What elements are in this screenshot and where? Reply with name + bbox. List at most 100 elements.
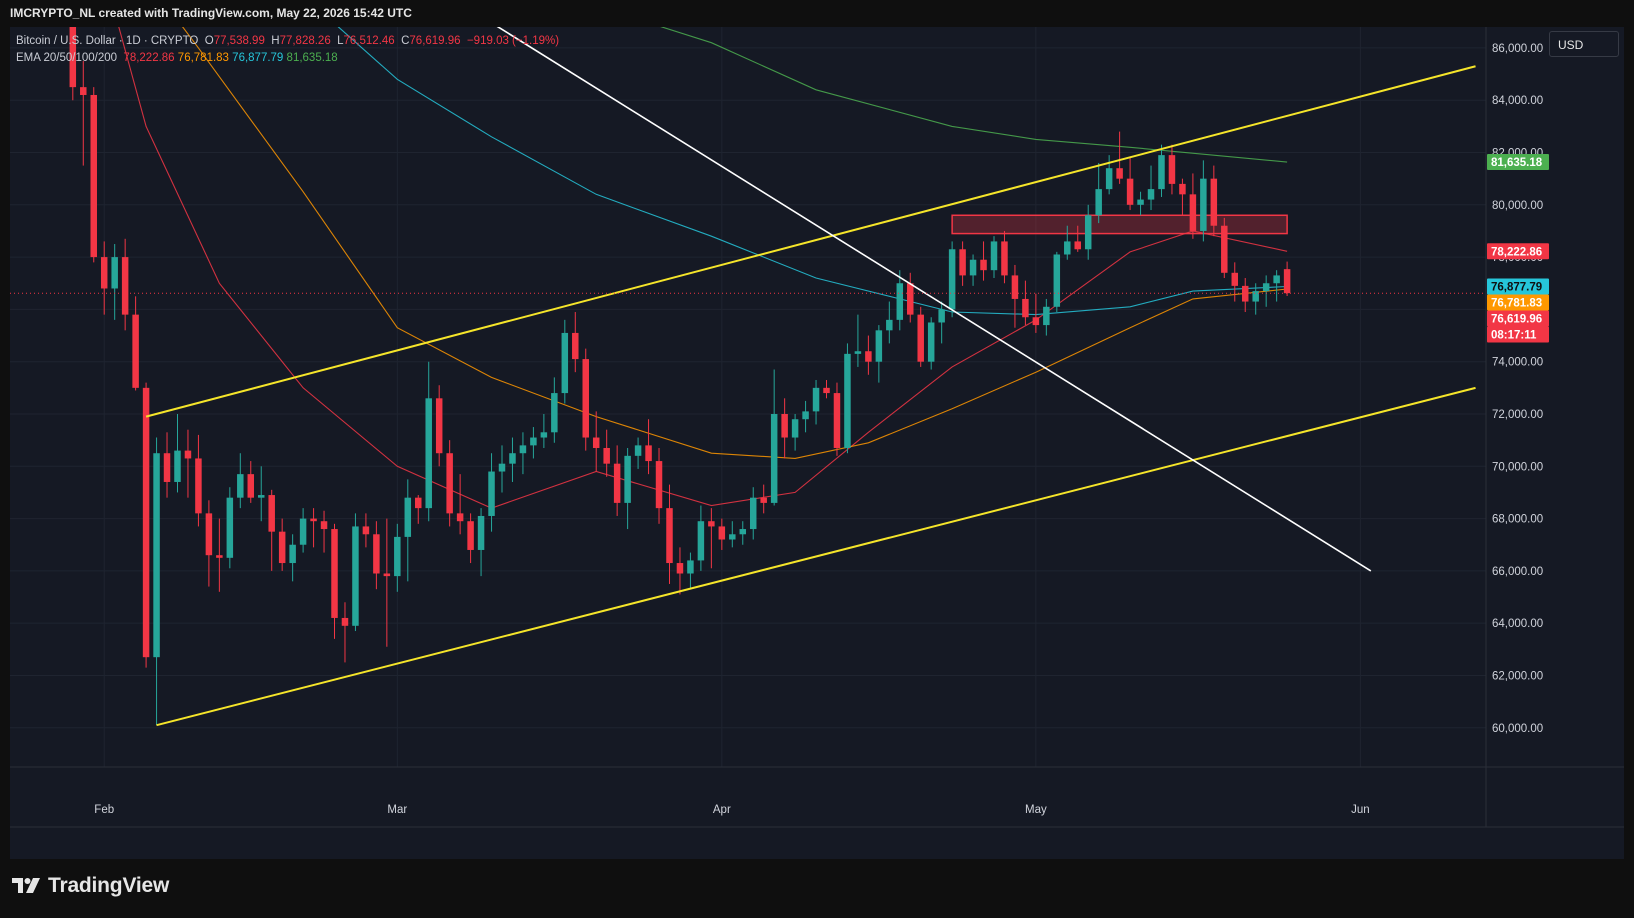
candle-up[interactable] — [1043, 298, 1050, 336]
candle-down[interactable] — [980, 241, 987, 281]
candle-up[interactable] — [1200, 160, 1207, 242]
candle-down[interactable] — [163, 432, 171, 498]
candle-down[interactable] — [362, 513, 370, 548]
trendline-channel-lower[interactable] — [156, 386, 1476, 727]
candle-down[interactable] — [1032, 293, 1040, 333]
price-chart[interactable]: 60,000.00 62,000.00 64,000.00 66,000.00 68,0… — [10, 27, 1624, 859]
candle-down[interactable] — [917, 306, 924, 367]
candle-down[interactable] — [603, 429, 610, 477]
candle-down[interactable] — [415, 495, 422, 524]
candle-up[interactable] — [886, 301, 893, 344]
candle-down[interactable] — [184, 429, 192, 498]
candle-down[interactable] — [310, 508, 317, 548]
candle-down[interactable] — [341, 602, 349, 663]
candle-up[interactable] — [875, 325, 883, 383]
trendline-channel-upper[interactable] — [145, 65, 1476, 418]
candle-down[interactable] — [1221, 217, 1228, 279]
candle-up[interactable] — [1147, 165, 1155, 211]
candle-down[interactable] — [823, 380, 830, 399]
candle-up[interactable] — [299, 508, 307, 553]
candle-down[interactable] — [69, 27, 77, 101]
candle-up[interactable] — [1273, 270, 1280, 302]
candle-down[interactable] — [467, 513, 474, 564]
candle-up[interactable] — [739, 521, 747, 545]
candle-down[interactable] — [833, 382, 841, 456]
candle-up[interactable] — [770, 369, 778, 506]
trendlines-layer[interactable] — [10, 27, 1476, 727]
candle-down[interactable] — [121, 238, 129, 331]
symbol-legend[interactable]: Bitcoin / U.S. Dollar · 1D · CRYPTO O77,… — [16, 35, 559, 47]
candle-up[interactable] — [394, 523, 401, 592]
candle-up[interactable] — [257, 466, 265, 522]
candle-down[interactable] — [1168, 144, 1176, 195]
candle-up[interactable] — [1252, 283, 1259, 315]
candle-up[interactable] — [551, 377, 558, 443]
candle-up[interactable] — [1064, 225, 1071, 260]
plot-area[interactable] — [10, 27, 1486, 727]
candle-down[interactable] — [195, 434, 202, 527]
candle-up[interactable] — [111, 244, 118, 320]
candle-up[interactable] — [425, 361, 432, 522]
candle-down[interactable] — [572, 312, 579, 373]
candle-up[interactable] — [812, 380, 820, 425]
candle-down[interactable] — [268, 489, 275, 571]
candle-up[interactable] — [1137, 191, 1144, 216]
candle-up[interactable] — [938, 301, 945, 344]
candle-down[interactable] — [278, 518, 286, 571]
candle-up[interactable] — [352, 513, 359, 632]
candle-up[interactable] — [530, 427, 537, 459]
candle-down[interactable] — [645, 419, 652, 475]
candle-down[interactable] — [1179, 178, 1186, 216]
candle-up[interactable] — [927, 317, 935, 370]
candle-down[interactable] — [718, 518, 726, 550]
candle-up[interactable] — [540, 413, 548, 448]
candle-up[interactable] — [226, 487, 234, 569]
candle-down[interactable] — [205, 500, 213, 587]
candle-up[interactable] — [1158, 144, 1165, 197]
candle-up[interactable] — [634, 437, 642, 469]
candle-down[interactable] — [781, 398, 788, 459]
candle-down[interactable] — [582, 348, 589, 451]
candle-down[interactable] — [1231, 262, 1239, 302]
candle-down[interactable] — [216, 518, 223, 592]
candle-down[interactable] — [90, 87, 97, 263]
chart-frame[interactable]: 60,000.00 62,000.00 64,000.00 66,000.00 68,0… — [10, 27, 1624, 859]
candle-up[interactable] — [174, 413, 181, 493]
candle-up[interactable] — [519, 432, 527, 475]
candle-down[interactable] — [907, 272, 914, 323]
candle-up[interactable] — [844, 343, 851, 454]
candle-up[interactable] — [237, 453, 244, 509]
candle-down[interactable] — [456, 474, 464, 535]
candle-down[interactable] — [959, 241, 966, 286]
trendline-downtrend[interactable] — [314, 27, 1372, 572]
candle-up[interactable] — [1084, 204, 1092, 260]
candle-up[interactable] — [687, 552, 694, 590]
candle-up[interactable] — [1262, 275, 1270, 307]
candle-down[interactable] — [1022, 280, 1029, 326]
candle-down[interactable] — [435, 385, 443, 467]
candle-up[interactable] — [509, 437, 516, 482]
candle-down[interactable] — [1241, 278, 1249, 313]
candle-down[interactable] — [132, 296, 139, 391]
candle-up[interactable] — [948, 241, 956, 318]
candle-down[interactable] — [676, 547, 684, 595]
candle-up[interactable] — [990, 236, 998, 279]
candle-down[interactable] — [865, 335, 872, 375]
candle-down[interactable] — [1189, 173, 1197, 239]
candle-down[interactable] — [100, 241, 108, 315]
candle-up[interactable] — [624, 447, 631, 530]
candle-up[interactable] — [1105, 155, 1113, 195]
candles-layer[interactable] — [59, 27, 1291, 726]
candle-down[interactable] — [383, 518, 391, 647]
candle-down[interactable] — [1116, 131, 1123, 184]
candle-down[interactable] — [655, 447, 663, 524]
candle-down[interactable] — [1074, 225, 1081, 252]
candle-up[interactable] — [896, 270, 904, 331]
candle-up[interactable] — [697, 505, 705, 571]
candle-up[interactable] — [729, 521, 736, 548]
candle-up[interactable] — [289, 534, 296, 582]
candle-up[interactable] — [498, 445, 506, 493]
candle-up[interactable] — [1095, 162, 1102, 224]
currency-selector[interactable]: USD — [1549, 31, 1619, 57]
candle-down[interactable] — [446, 440, 453, 527]
